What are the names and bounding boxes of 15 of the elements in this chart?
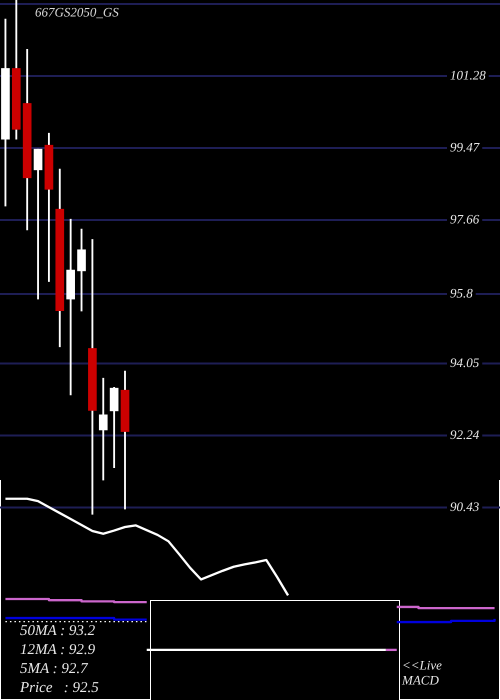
y-tick-label: 94.05 (450, 354, 480, 370)
annotation: 5MA : 92.7 (20, 660, 90, 677)
annotation: 50MA : 93.2 (20, 622, 96, 639)
chart-title: 667GS2050_GS (35, 4, 120, 20)
annotation: 12MA : 92.9 (20, 642, 96, 658)
y-tick-label: 99.47 (450, 139, 480, 154)
y-tick-label: 101.28 (450, 67, 486, 82)
annotation: <<Live (402, 657, 442, 672)
annotation: Price : 92.5 (19, 680, 100, 696)
y-tick-label: 90.43 (450, 498, 480, 514)
y-tick-label: 92.24 (450, 426, 480, 442)
candlestick (34, 148, 42, 300)
y-tick-label: 95.8 (450, 285, 474, 300)
annotation: MACD (401, 672, 440, 688)
y-tick-label: 97.66 (450, 211, 480, 226)
